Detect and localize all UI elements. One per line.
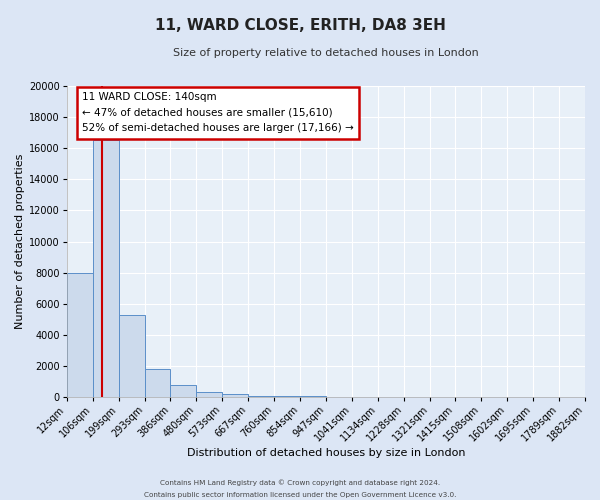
Bar bbox=[67, 272, 93, 397]
Text: Contains HM Land Registry data © Crown copyright and database right 2024.: Contains HM Land Registry data © Crown c… bbox=[160, 480, 440, 486]
Text: Contains public sector information licensed under the Open Government Licence v3: Contains public sector information licen… bbox=[144, 492, 456, 498]
Bar bbox=[93, 140, 119, 397]
Bar bbox=[223, 394, 248, 397]
Bar bbox=[196, 392, 223, 397]
Y-axis label: Number of detached properties: Number of detached properties bbox=[15, 154, 25, 330]
Bar bbox=[119, 314, 145, 397]
Bar bbox=[300, 396, 326, 397]
Bar bbox=[170, 386, 196, 397]
Bar bbox=[248, 396, 274, 397]
X-axis label: Distribution of detached houses by size in London: Distribution of detached houses by size … bbox=[187, 448, 465, 458]
Bar bbox=[274, 396, 300, 397]
Text: 11 WARD CLOSE: 140sqm
← 47% of detached houses are smaller (15,610)
52% of semi-: 11 WARD CLOSE: 140sqm ← 47% of detached … bbox=[82, 92, 354, 134]
Title: Size of property relative to detached houses in London: Size of property relative to detached ho… bbox=[173, 48, 479, 58]
Text: 11, WARD CLOSE, ERITH, DA8 3EH: 11, WARD CLOSE, ERITH, DA8 3EH bbox=[155, 18, 445, 32]
Bar bbox=[145, 369, 170, 397]
